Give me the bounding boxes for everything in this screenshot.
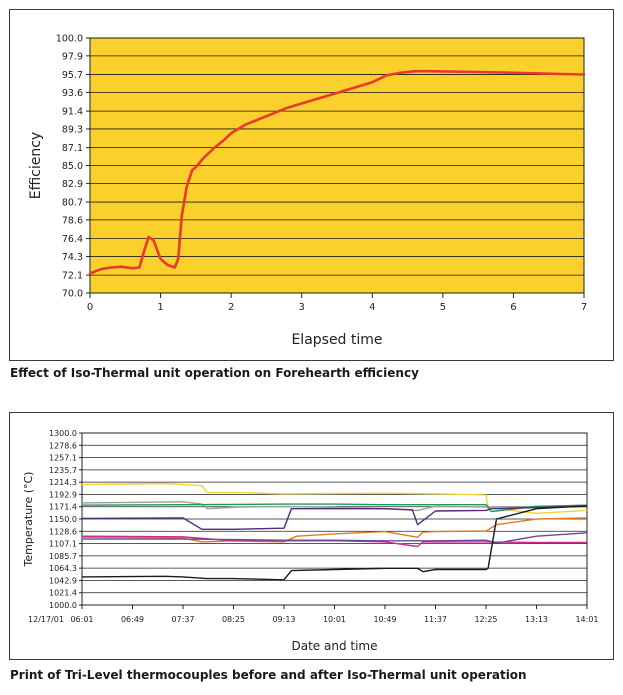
y-tick-label: 85.0 [62,161,83,172]
y-tick-label: 89.3 [62,124,83,135]
x-axis-label: Elapsed time [291,332,382,348]
y-tick-label: 1192.9 [49,490,77,499]
y-tick-label: 1278.6 [49,441,77,450]
y-tick-label: 1042.9 [49,576,77,585]
y-tick-label: 91.4 [62,107,83,118]
thermocouple-series-line [81,503,588,513]
x-tick-label: 07:37 [171,615,194,624]
x-tick-label: 0 [87,302,93,313]
y-tick-label: 82.9 [62,179,83,190]
thermocouple-chart-caption: Print of Tri-Level thermocouples before … [10,668,527,682]
x-tick-label: 14:01 [575,615,598,624]
thermocouple-series-line [81,517,588,543]
y-axis-label: Temperature (°C) [22,472,35,568]
y-tick-label: 1300.0 [49,429,77,438]
efficiency-series-line [88,69,586,275]
y-tick-label: 70.0 [62,289,83,300]
thermocouple-series-line [81,505,588,531]
x-tick-label: 09:13 [272,615,295,624]
y-tick-label: 97.9 [62,51,83,62]
date-label: 12/17/01 [28,615,64,624]
thermocouple-series-line [81,505,588,581]
y-tick-label: 1235.7 [49,466,77,475]
efficiency-chart-caption: Effect of Iso-Thermal unit operation on … [10,366,419,380]
y-tick-label: 100.0 [56,34,83,45]
x-tick-label: 5 [440,302,446,313]
y-tick-label: 1128.6 [49,527,77,536]
y-tick-label: 72.1 [62,271,83,282]
thermocouple-series-line [82,532,588,544]
y-tick-label: 1085.7 [49,552,77,561]
y-tick-label: 1150.0 [49,515,77,524]
efficiency-chart: 70.0 72.1 74.3 76.4 78.6 80.7 82.9 85.0 87.1 89.3… [28,34,587,349]
y-tick-label: 93.6 [62,88,83,99]
thermocouple-chart-panel: 1000.0 1021.4 1042.9 1064.3 1085.7 1107.1 1128… [9,412,614,660]
x-tick-label: 2 [228,302,234,313]
x-tick-label: 06:01 [70,615,93,624]
x-tick-label: 3 [299,302,305,313]
thermocouple-chart: 1000.0 1021.4 1042.9 1064.3 1085.7 1107.1 1128… [22,429,599,653]
y-tick-label: 95.7 [62,70,83,81]
y-tick-label: 87.1 [62,143,83,154]
y-axis-label: Efficiency [28,132,44,199]
x-tick-label: 12:25 [474,615,497,624]
y-tick-label: 1214.3 [49,478,77,487]
y-tick-label: 1107.1 [49,540,77,549]
x-tick-label: 10:49 [373,615,396,624]
x-tick-label: 7 [581,302,587,313]
y-tick-label: 1257.1 [49,454,77,463]
x-tick-label: 06:49 [121,615,144,624]
x-tick-label: 13:13 [525,615,548,624]
y-tick-label: 76.4 [62,234,83,245]
x-tick-label: 11:37 [424,615,447,624]
efficiency-chart-panel: 70.0 72.1 74.3 76.4 78.6 80.7 82.9 85.0 87.1 89.3… [9,9,614,361]
y-tick-label: 1171.4 [49,503,77,512]
y-tick-label: 74.3 [62,252,83,263]
y-tick-label: 1064.3 [49,564,77,573]
x-tick-label: 08:25 [222,615,245,624]
y-tick-label: 78.6 [62,215,83,226]
x-tick-label: 10:01 [323,615,346,624]
x-axis-label: Date and time [292,639,378,653]
y-tick-label: 1000.0 [49,601,77,610]
x-tick-label: 1 [157,302,163,313]
y-tick-label: 1021.4 [49,589,77,598]
x-tick-label: 4 [369,302,375,313]
x-tick-label: 6 [510,302,516,313]
y-tick-label: 80.7 [62,198,83,209]
